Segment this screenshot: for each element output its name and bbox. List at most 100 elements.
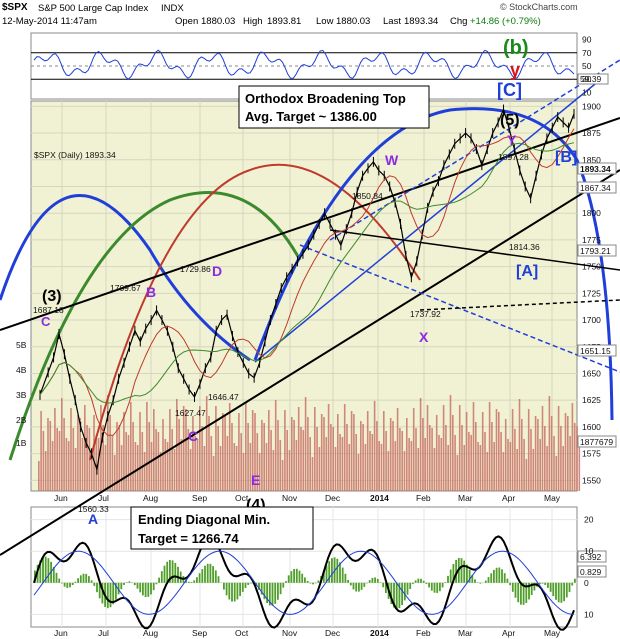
volume-bar xyxy=(79,418,81,491)
volume-bar xyxy=(346,424,348,491)
macd-histogram-bar xyxy=(271,582,274,606)
volume-bar xyxy=(394,441,397,491)
point-value-label: 1850.84 xyxy=(352,191,383,201)
month-tick-label: Mar xyxy=(458,493,473,503)
volume-bar xyxy=(304,397,307,491)
price-value-box xyxy=(577,244,617,257)
macd-histogram-bar xyxy=(358,582,360,592)
macd-histogram-bar xyxy=(374,577,376,583)
volume-bar xyxy=(192,416,194,491)
volume-bar xyxy=(488,402,491,491)
macd-histogram-bar xyxy=(187,581,190,583)
axis-ticks: 1900187518501825180017751750172517001675… xyxy=(16,35,601,638)
macd-histogram-bar xyxy=(82,573,85,583)
volume-bar xyxy=(288,450,291,491)
volume-bar xyxy=(541,406,544,491)
blue-arc-left xyxy=(0,194,251,362)
volume-bar xyxy=(376,421,378,491)
volume-bar xyxy=(389,418,392,491)
volume-bar xyxy=(355,434,357,491)
month-tick-label: Aug xyxy=(143,493,158,503)
volume-bar xyxy=(228,403,231,491)
macd-histogram-bar xyxy=(360,582,363,590)
macd-month-tick-label: Feb xyxy=(416,628,431,638)
macd-histogram-bar xyxy=(506,578,509,583)
macd-histogram-bar xyxy=(115,582,117,600)
rsi-tick-label: 90 xyxy=(582,35,592,45)
moving-average-green xyxy=(39,142,575,404)
volume-bar xyxy=(201,426,203,491)
macd-histogram-bar xyxy=(274,582,277,604)
macd-histogram-bar xyxy=(474,579,476,583)
low-label: Low xyxy=(316,16,334,27)
volume-bar xyxy=(61,398,63,491)
macd-histogram-bar xyxy=(479,582,482,584)
volume-bar xyxy=(481,412,484,491)
volume-bar xyxy=(286,430,288,491)
volume-bar xyxy=(256,433,259,491)
volume-bar xyxy=(199,406,201,491)
macd-histogram-bar xyxy=(425,582,428,584)
macd-histogram-bar xyxy=(277,582,279,600)
last-value: 1893.34 xyxy=(404,16,439,27)
macd-histogram-bar xyxy=(228,582,231,600)
macd-histogram-bar xyxy=(160,571,163,583)
volume-bar xyxy=(419,398,422,491)
chart-header: $SPX S&P 500 Large Cap Index INDX © Stoc… xyxy=(0,0,620,32)
macd-histogram-bar xyxy=(88,576,90,583)
macd-histogram-bar xyxy=(136,582,139,589)
volume-bar xyxy=(477,442,479,491)
macd-histogram-bar xyxy=(39,560,42,583)
macd-histogram-bar xyxy=(352,582,355,590)
macd-histogram-bar xyxy=(142,582,144,596)
volume-bar xyxy=(452,415,454,491)
volume-bar xyxy=(387,451,390,491)
volume-bar xyxy=(362,424,364,491)
volume-bar xyxy=(530,429,532,491)
volume-bar xyxy=(307,417,309,491)
macd-histogram-bar xyxy=(193,580,196,583)
volume-bar xyxy=(571,403,574,491)
volume-bar xyxy=(309,437,311,491)
black-dashed-line xyxy=(419,299,620,311)
macd-histogram-bar xyxy=(406,582,409,595)
volume-bar xyxy=(544,426,546,491)
volume-bar xyxy=(525,459,528,491)
volume-bar xyxy=(54,408,56,491)
macd-tick-label: 10 xyxy=(584,546,594,556)
rsi-value-label: 59.39 xyxy=(580,74,602,84)
macd-histogram-bar xyxy=(155,582,158,585)
volume-bar xyxy=(281,460,284,491)
volume-bar xyxy=(468,432,470,491)
volume-bar xyxy=(472,402,475,491)
macd-histogram-bar xyxy=(549,582,552,592)
volume-bar xyxy=(291,417,293,491)
macd-histogram-bar xyxy=(390,582,393,604)
macd-month-tick-label: May xyxy=(544,628,561,638)
macd-histogram-bar xyxy=(555,582,557,600)
volume-tick-label: 4B xyxy=(16,365,27,375)
macd-histogram-bar xyxy=(247,582,250,585)
volume-bar xyxy=(560,426,562,491)
price-tick-label: 1550 xyxy=(582,475,601,485)
volume-bar xyxy=(293,420,295,491)
month-tick-label: Oct xyxy=(235,493,249,503)
volume-bar xyxy=(77,415,79,491)
volume-bar xyxy=(353,414,355,491)
macd-histogram-bar xyxy=(236,582,239,600)
macd-histogram-bar xyxy=(525,582,528,603)
volume-bar xyxy=(47,418,49,491)
volume-bar xyxy=(231,423,233,491)
volume-bar xyxy=(456,455,459,491)
macd-histogram-bar xyxy=(77,578,79,583)
volume-bar xyxy=(56,428,58,491)
volume-bar xyxy=(258,453,261,491)
macd-histogram-bar xyxy=(395,582,398,609)
macd-histogram-bar xyxy=(522,582,525,605)
black-descending-line xyxy=(329,229,620,271)
volume-bar xyxy=(410,441,413,491)
point-value-label: 1646.47 xyxy=(208,392,239,402)
volume-bar xyxy=(314,407,316,491)
macd-histogram-bar xyxy=(444,582,447,583)
macd-histogram-bar xyxy=(403,582,406,601)
